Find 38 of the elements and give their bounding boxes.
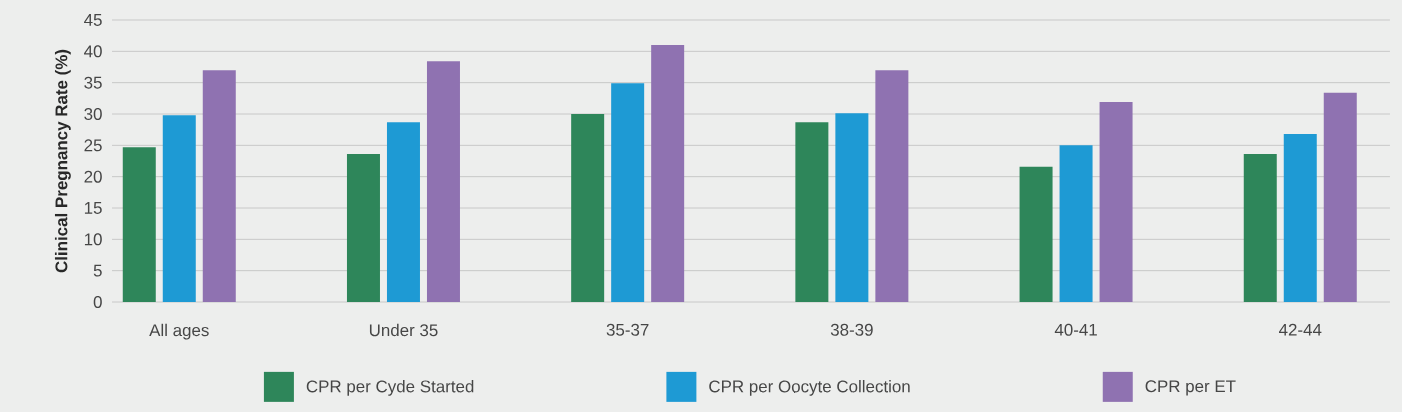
bar <box>1283 134 1317 302</box>
bar <box>1099 102 1133 302</box>
bar <box>202 70 236 302</box>
bar <box>1019 166 1053 302</box>
bar <box>1059 145 1093 302</box>
y-tick-label: 25 <box>84 139 102 152</box>
x-tick-label: All ages <box>149 323 209 340</box>
bar <box>122 147 156 302</box>
legend-label: CPR per ET <box>1145 380 1236 396</box>
x-tick-label: 38-39 <box>830 323 873 336</box>
y-tick-label: 40 <box>84 45 102 58</box>
y-tick-label: 5 <box>93 264 102 277</box>
bar <box>162 115 196 302</box>
bar <box>835 113 869 302</box>
bar <box>875 70 909 302</box>
x-tick-label: 40-41 <box>1054 323 1097 336</box>
bar <box>346 154 380 302</box>
y-tick-label: 35 <box>84 76 102 89</box>
x-tick-label: 42-44 <box>1279 323 1322 336</box>
bar <box>426 61 460 302</box>
y-tick-label: 20 <box>84 170 102 183</box>
y-tick-label: 45 <box>84 14 102 26</box>
bar <box>1243 154 1277 302</box>
y-axis-title: Clinical Pregnancy Rate (%) <box>54 49 71 273</box>
bar <box>795 122 829 302</box>
y-tick-label: 15 <box>84 202 102 214</box>
bar <box>611 83 645 302</box>
bar <box>571 114 605 302</box>
legend-label: CPR per Cyde Started <box>306 380 474 396</box>
legend-label: CPR per Oocyte Collection <box>709 380 910 396</box>
y-tick-label: 30 <box>84 108 102 120</box>
x-tick-label: 35-37 <box>606 323 649 336</box>
bar <box>651 45 685 302</box>
y-tick-label: 10 <box>84 233 102 246</box>
bar <box>1323 92 1357 302</box>
bar <box>386 122 420 302</box>
x-tick-label: Under 35 <box>369 323 438 337</box>
y-tick-label: 0 <box>93 296 102 308</box>
